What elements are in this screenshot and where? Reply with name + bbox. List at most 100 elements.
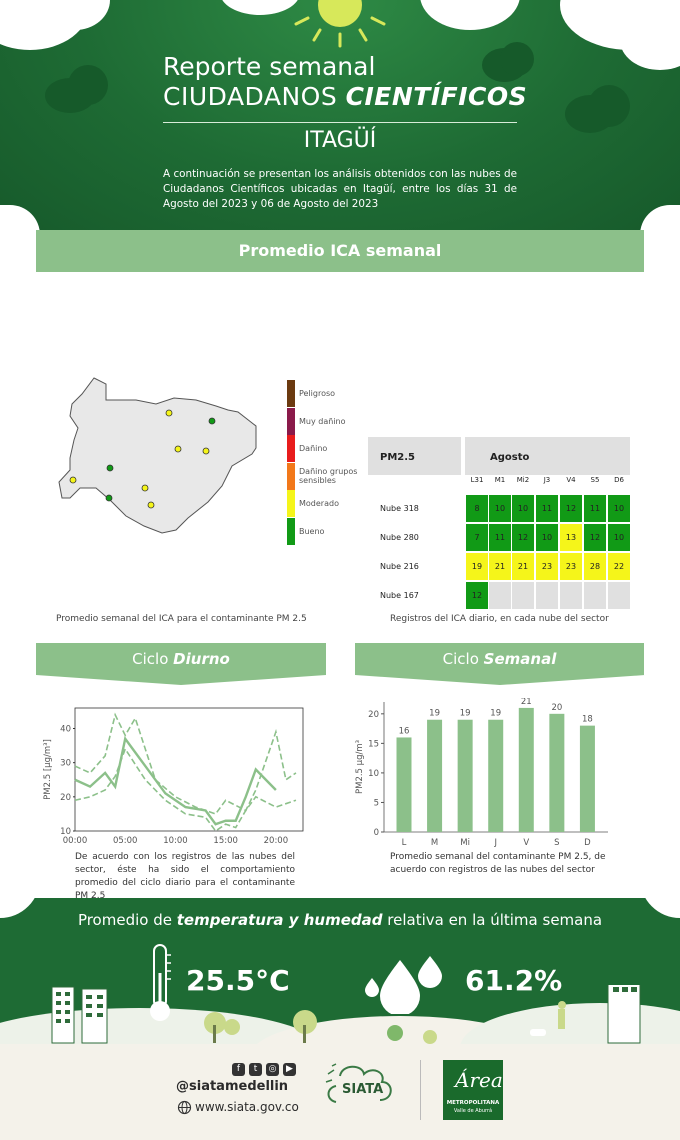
- legend-swatch: [287, 462, 295, 490]
- twitter-icon[interactable]: t: [249, 1063, 262, 1076]
- section-banner-semanal: Ciclo Semanal: [355, 643, 644, 675]
- diurnal-description: De acuerdo con los registros de las nube…: [75, 852, 295, 901]
- footer-divider: [420, 1060, 421, 1120]
- weekly-description: Promedio semanal del contaminante PM 2.5…: [390, 852, 606, 875]
- table-cell: [584, 582, 606, 609]
- mean-series-line: [74, 735, 277, 826]
- footer: [0, 1044, 680, 1140]
- table-day-header: V4: [566, 476, 576, 484]
- table-cell: 10: [536, 524, 558, 551]
- thermometer-icon: [150, 944, 171, 1021]
- y-axis-label: PM2.5 [µg/m³]: [43, 739, 53, 800]
- x-tick-label: L: [402, 838, 407, 848]
- table-cell: 11: [536, 495, 558, 522]
- website-link[interactable]: www.siata.gov.co: [195, 1100, 299, 1114]
- weekly-cycle-chart: 0 5 10 15 20 PM2.5 µg/m³ 16 L 19 M 19 Mi 19 J 21 V 20 S 18…: [355, 698, 608, 848]
- table-day-header: D6: [614, 476, 624, 484]
- bar-value-label: 18: [582, 715, 593, 725]
- monitoring-station-point: [105, 494, 113, 502]
- table-cell: 21: [489, 553, 511, 580]
- report-subtitle: CIUDADANOS CIENTÍFICOS: [163, 82, 528, 111]
- x-tick-label: V: [523, 838, 529, 848]
- bar-value-label: 20: [551, 703, 562, 713]
- x-tick-label: 05:00: [113, 836, 138, 846]
- x-tick-label: 20:00: [264, 836, 289, 846]
- section-banner-diurno: Ciclo Diurno: [36, 643, 326, 675]
- legend-swatch: [287, 407, 295, 435]
- y-tick-label: 5: [374, 798, 379, 808]
- table-cell: 10: [489, 495, 511, 522]
- area-logo-script: Área: [455, 1068, 503, 1092]
- area-metropolitana-logo: [443, 1060, 503, 1120]
- bar-value-label: 16: [399, 726, 410, 736]
- bar-value-label: 19: [460, 709, 471, 719]
- siata-logo: [325, 1063, 392, 1103]
- social-handle[interactable]: @siatamedellin: [176, 1079, 289, 1094]
- table-pollutant-label: PM2.5: [380, 452, 415, 463]
- range-series-line: [74, 747, 297, 833]
- city-name: ITAGÜÍ: [303, 128, 377, 153]
- table-day-header: M1: [494, 476, 506, 484]
- table-cell: 23: [560, 553, 582, 580]
- globe-icon: [177, 1100, 192, 1115]
- table-cell: 12: [512, 524, 534, 551]
- table-cell: 19: [466, 553, 488, 580]
- x-tick-label: 10:00: [163, 836, 188, 846]
- y-tick-label: 0: [374, 828, 379, 838]
- table-cell: 7: [466, 524, 488, 551]
- itagui-map: [58, 377, 257, 534]
- table-cell: 12: [560, 495, 582, 522]
- legend-label: Dañino: [299, 444, 328, 453]
- table-cell: [489, 582, 511, 609]
- sun-icon: [294, 0, 386, 48]
- monitoring-station-point: [165, 409, 173, 417]
- table-cell: 21: [512, 553, 534, 580]
- siata-logo-text: SIATA: [342, 1082, 384, 1097]
- humidity-value: 61.2%: [465, 964, 563, 997]
- table-day-header: S5: [590, 476, 600, 484]
- table-row-label: Nube 280: [380, 533, 419, 542]
- city-skyline: [51, 985, 641, 1044]
- table-cell: 12: [584, 524, 606, 551]
- bar: [518, 707, 534, 832]
- intro-text: A continuación se presentan los análisis…: [163, 168, 517, 210]
- legend-label: Muy dañino: [299, 416, 346, 426]
- monitoring-station-point: [202, 447, 210, 455]
- monitoring-station-point: [208, 417, 216, 425]
- legend-label: Moderado: [299, 499, 339, 508]
- instagram-icon[interactable]: ◎: [266, 1063, 279, 1076]
- y-tick-label: 30: [60, 759, 71, 769]
- header: [0, 0, 680, 230]
- x-tick-label: 00:00: [63, 836, 88, 846]
- table-cell: 12: [466, 582, 488, 609]
- bar-value-label: 21: [521, 698, 532, 707]
- y-tick-label: 15: [368, 739, 379, 749]
- x-tick-label: J: [493, 838, 497, 848]
- monitoring-station-point: [141, 484, 149, 492]
- table-month-label: Agosto: [490, 452, 530, 463]
- table-cell: [560, 582, 582, 609]
- legend-label: Peligroso: [299, 389, 336, 398]
- y-axis-label: PM2.5 µg/m³: [355, 740, 365, 794]
- section-banner-ica: Promedio ICA semanal: [36, 230, 644, 272]
- facebook-icon[interactable]: f: [232, 1063, 245, 1076]
- table-row-label: Nube 318: [380, 504, 419, 513]
- youtube-icon[interactable]: ▶: [283, 1063, 296, 1076]
- legend-swatch: [287, 435, 295, 462]
- legend-label: Dañino grupos sensibles: [299, 466, 358, 485]
- x-tick-label: Mi: [460, 838, 470, 848]
- map-outline: [58, 377, 257, 534]
- chart-frame: [74, 707, 304, 832]
- bar: [457, 719, 473, 832]
- table-cell: 23: [536, 553, 558, 580]
- bar: [427, 719, 443, 832]
- x-tick-label: D: [584, 838, 591, 848]
- bar-value-label: 19: [429, 709, 440, 719]
- table-day-header: L31: [470, 476, 484, 484]
- y-tick-label: 10: [368, 769, 379, 779]
- table-cell: 11: [489, 524, 511, 551]
- table-day-header: J3: [543, 476, 551, 484]
- bar-value-label: 19: [490, 709, 501, 719]
- table-cell: [512, 582, 534, 609]
- table-header-month: [465, 437, 630, 475]
